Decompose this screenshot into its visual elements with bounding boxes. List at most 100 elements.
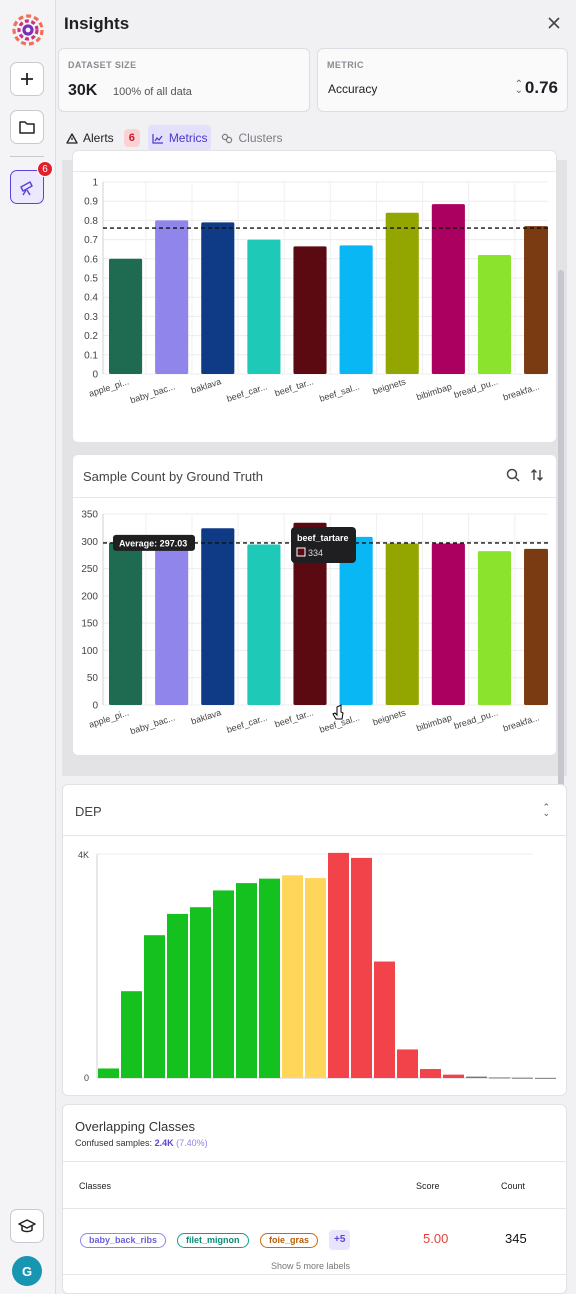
tab-metrics-label: Metrics xyxy=(168,131,208,145)
header-classes: Classes xyxy=(79,1181,112,1191)
x-tick-label: beignets xyxy=(371,376,407,396)
graduation-cap-icon xyxy=(18,1219,36,1233)
x-tick-label: beignets xyxy=(371,707,407,727)
chart-actions xyxy=(506,468,544,482)
overlapping-classes-card: Overlapping Classes Confused samples: 2.… xyxy=(62,1104,567,1294)
x-tick-label: bibimbap xyxy=(415,381,453,402)
y-tick-label: 200 xyxy=(81,591,98,602)
table-row[interactable]: baby_back_ribs filet_mignon foie_gras +5… xyxy=(63,1209,566,1275)
bar xyxy=(109,542,143,705)
chart-divider xyxy=(73,171,556,172)
close-button[interactable] xyxy=(545,14,563,32)
bar xyxy=(213,890,234,1078)
x-tick-label: baklava xyxy=(190,376,223,395)
bar xyxy=(339,245,373,374)
bar xyxy=(374,961,395,1078)
bar xyxy=(339,536,373,705)
telescope-icon xyxy=(20,181,33,196)
x-tick-label: breakfa... xyxy=(502,712,541,733)
tooltip-swatch xyxy=(296,547,306,557)
page-title: Insights xyxy=(64,14,130,33)
rail-divider xyxy=(10,156,44,157)
tooltip-bg xyxy=(291,527,356,563)
bar xyxy=(155,542,189,705)
metric-card: METRIC Accuracy ⌃ ⌄ 0.76 xyxy=(317,48,568,112)
bar xyxy=(293,246,327,374)
tab-clusters[interactable]: Clusters xyxy=(217,125,286,151)
y-tick-label: 0 xyxy=(92,701,98,712)
tooltip-title: beef_tartare xyxy=(297,533,349,543)
y-tick-label: 1 xyxy=(92,178,98,189)
y-tick-label: 4K xyxy=(78,850,89,860)
learn-button[interactable] xyxy=(10,1209,44,1243)
y-tick-label: 0.9 xyxy=(84,197,98,208)
tab-metrics[interactable]: Metrics xyxy=(147,125,212,151)
datasets-button[interactable] xyxy=(10,110,44,144)
tab-alerts-label: Alerts xyxy=(83,131,114,145)
bar xyxy=(282,875,303,1078)
bar xyxy=(535,1077,556,1079)
search-icon[interactable] xyxy=(506,468,520,482)
insights-badge: 6 xyxy=(37,161,53,177)
overlap-table-header: Classes Score Count xyxy=(63,1161,566,1209)
chart-icon xyxy=(152,133,163,144)
bar xyxy=(328,852,349,1078)
add-button[interactable] xyxy=(10,62,44,96)
x-tick-label: breakfa... xyxy=(502,381,541,402)
close-icon xyxy=(548,17,560,29)
insights-button[interactable] xyxy=(10,170,44,204)
y-tick-label: 0.4 xyxy=(84,293,98,304)
x-tick-label: beef_sal... xyxy=(318,381,361,403)
y-tick-label: 0.3 xyxy=(84,312,98,323)
y-tick-label: 100 xyxy=(81,646,98,657)
metric-stepper-icon[interactable]: ⌃ ⌄ xyxy=(514,79,523,96)
y-tick-label: 0 xyxy=(84,1073,89,1083)
class-chip[interactable]: baby_back_ribs xyxy=(80,1233,167,1248)
tab-clusters-label: Clusters xyxy=(238,131,283,145)
folder-icon xyxy=(19,121,35,134)
accuracy-bar-chart: 00.10.20.30.40.50.60.70.80.91apple_pi...… xyxy=(84,178,548,405)
y-tick-label: 350 xyxy=(81,510,98,521)
x-tick-label: beef_car... xyxy=(225,381,268,403)
show-more-labels-link[interactable]: Show 5 more labels xyxy=(271,1261,351,1271)
logo-icon xyxy=(10,12,46,48)
header-count[interactable]: Count xyxy=(501,1181,526,1191)
metric-select[interactable]: Accuracy xyxy=(328,82,378,96)
dataset-size-sub: 100% of all data xyxy=(113,86,192,98)
alerts-count-badge: 6 xyxy=(123,129,140,147)
confused-value: 2.4K xyxy=(154,1138,174,1148)
metrics-panel: 0 0.1 0.2 0.3 0.4 0.5 0.6 0.7 0.8 0.9 1 apple_pi...… xyxy=(62,150,567,776)
chevron-updown-icon[interactable]: ⌃ ⌄ xyxy=(542,802,550,818)
bar xyxy=(397,1049,418,1078)
accuracy-chart-card: 0 0.1 0.2 0.3 0.4 0.5 0.6 0.7 0.8 0.9 1 apple_pi...… xyxy=(72,150,557,443)
avatar[interactable]: G xyxy=(12,1256,42,1286)
bar xyxy=(524,226,548,374)
sample-count-chart-card: Sample Count by Ground Truth 0 50 100 150 20… xyxy=(72,454,557,756)
bar xyxy=(98,1068,119,1078)
x-tick-label: bread_pu... xyxy=(453,707,499,731)
clusters-icon xyxy=(222,133,233,143)
class-chip[interactable]: foie_gras xyxy=(260,1233,319,1248)
scrollbar[interactable] xyxy=(558,270,564,970)
y-tick-label: 0.5 xyxy=(84,274,98,285)
sample-count-title: Sample Count by Ground Truth xyxy=(83,469,263,484)
score-value: 5.00 xyxy=(423,1231,449,1246)
bar xyxy=(351,857,372,1078)
x-tick-label: beef_car... xyxy=(225,712,268,734)
more-labels-badge[interactable]: +5 xyxy=(329,1230,351,1250)
bar xyxy=(385,212,419,374)
sort-icon[interactable] xyxy=(530,468,544,482)
tab-alerts[interactable]: Alerts xyxy=(62,125,118,151)
y-tick-label: 300 xyxy=(81,537,98,548)
bar xyxy=(512,1077,533,1079)
average-label: Average: 297.03 xyxy=(119,538,187,548)
bar xyxy=(443,1074,464,1078)
class-chip[interactable]: filet_mignon xyxy=(177,1233,249,1248)
header-score[interactable]: Score xyxy=(416,1181,440,1191)
confused-pct: (7.40%) xyxy=(176,1138,208,1148)
bar xyxy=(305,878,326,1078)
bar xyxy=(431,204,465,374)
average-label-bg xyxy=(113,534,195,551)
dep-select[interactable]: DEP xyxy=(75,804,102,819)
bar xyxy=(121,991,142,1078)
